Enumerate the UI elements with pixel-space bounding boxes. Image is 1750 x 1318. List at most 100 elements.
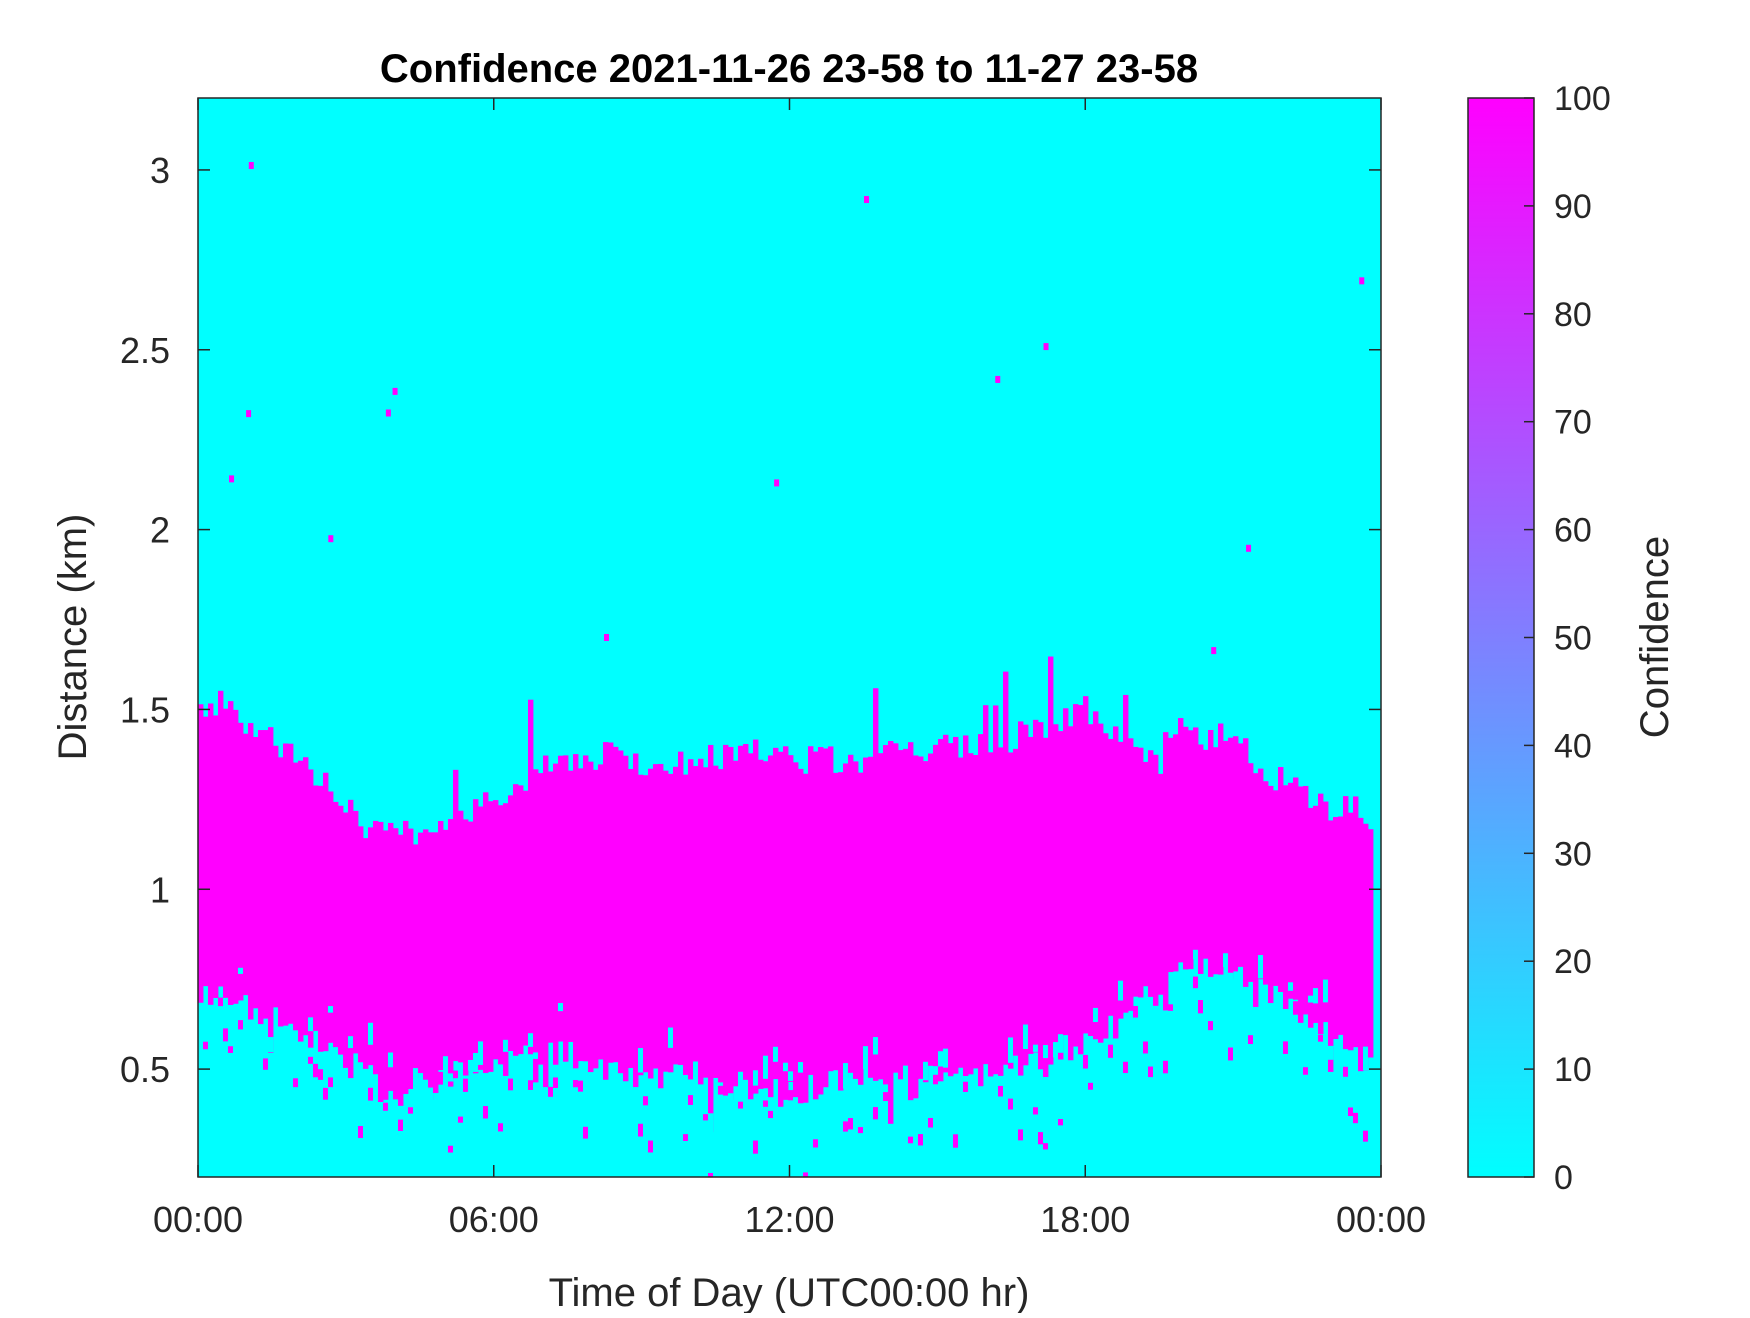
heatmap-gap <box>428 1087 434 1114</box>
heatmap-column <box>1188 730 1194 970</box>
heatmap-speckle <box>738 1101 743 1109</box>
heatmap-column <box>903 748 909 1082</box>
heatmap-speckle <box>573 1079 578 1088</box>
heatmap-speckle <box>229 475 235 483</box>
heatmap-column <box>1093 711 1099 1040</box>
heatmap-speckle <box>223 1028 228 1042</box>
heatmap-speckle <box>1283 1041 1288 1054</box>
plot-area <box>197 97 1382 1178</box>
heatmap-speckle <box>753 1140 758 1154</box>
heatmap-column <box>1323 801 1329 1023</box>
heatmap-column <box>273 745 279 1008</box>
heatmap-column <box>933 744 939 1067</box>
heatmap-speckle <box>858 1127 863 1134</box>
heatmap-gap <box>943 1048 949 1068</box>
heatmap-column <box>788 755 794 1082</box>
heatmap-column <box>698 758 704 1085</box>
colorbar-tick-label: 50 <box>1554 620 1592 658</box>
heatmap-column <box>203 716 209 987</box>
heatmap-column <box>508 795 514 1052</box>
heatmap-speckle <box>638 1123 643 1137</box>
heatmap-column <box>893 743 899 1073</box>
heatmap-gap <box>473 1052 479 1072</box>
heatmap-column <box>708 744 714 1133</box>
heatmap-column <box>1338 816 1344 1035</box>
heatmap-column <box>558 755 564 1042</box>
heatmap-column <box>978 734 984 1087</box>
heatmap-speckle <box>1133 1006 1138 1018</box>
heatmap-gap <box>938 1051 944 1067</box>
y-tick-label: 2 <box>150 510 170 551</box>
heatmap-column <box>1218 723 1224 975</box>
heatmap-column <box>348 799 354 1079</box>
heatmap-column <box>1063 708 1069 1036</box>
heatmap-column <box>1048 656 1054 1065</box>
colorbar-ticks: 0 10 20 30 40 50 60 70 80 90 100 <box>1524 80 1611 1197</box>
heatmap-column <box>898 750 904 1080</box>
y-tick-label: 2.5 <box>120 330 170 371</box>
heatmap-column <box>848 754 854 1073</box>
heatmap-column <box>443 829 449 1066</box>
heatmap-column <box>1008 752 1014 1069</box>
heatmap-speckle <box>392 387 398 395</box>
heatmap-gap <box>308 1017 314 1032</box>
heatmap-column <box>643 775 649 1073</box>
heatmap-speckle <box>553 1077 558 1088</box>
heatmap-column <box>938 739 944 1082</box>
heatmap-column <box>1078 705 1084 1055</box>
heatmap-gap <box>1193 949 1199 960</box>
heatmap-gap <box>693 1061 699 1080</box>
colorbar-tick-label: 20 <box>1554 943 1592 981</box>
heatmap-column <box>1268 785 1274 1004</box>
heatmap-column <box>868 756 874 1078</box>
heatmap-speckle <box>1359 277 1365 285</box>
heatmap-speckle <box>218 997 223 1007</box>
heatmap-gap <box>478 1041 484 1065</box>
heatmap-speckle <box>1318 1034 1323 1042</box>
heatmap-gap <box>328 1006 334 1013</box>
heatmap-gap <box>1363 1046 1369 1071</box>
heatmap-column <box>783 746 789 1100</box>
heatmap-column <box>483 792 489 1074</box>
heatmap-gap <box>1263 984 1269 1010</box>
heatmap-column <box>1243 738 1249 987</box>
heatmap-speckle <box>1293 1001 1298 1015</box>
heatmap-column <box>1258 768 1264 980</box>
heatmap-gap <box>1328 1045 1334 1060</box>
x-tick-label: 18:00 <box>1040 1199 1130 1240</box>
heatmap-column <box>1248 763 1254 982</box>
heatmap-gap <box>798 1062 804 1073</box>
heatmap-gap <box>1238 966 1244 976</box>
heatmap-column <box>1273 790 1279 986</box>
heatmap-column <box>778 751 784 1107</box>
heatmap-column <box>228 701 234 1005</box>
x-tick-label: 00:00 <box>1336 1199 1426 1240</box>
y-tick-label: 1.5 <box>120 689 170 730</box>
heatmap-column <box>563 755 569 1062</box>
heatmap-gap <box>773 1046 779 1062</box>
heatmap-gap <box>638 1048 644 1073</box>
heatmap-column <box>1278 767 1284 993</box>
heatmap-speckle <box>1211 647 1217 655</box>
heatmap-gap <box>1313 988 1319 1004</box>
heatmap-column <box>608 742 614 1063</box>
heatmap-column <box>298 760 304 1042</box>
x-tick-label: 00:00 <box>153 1199 243 1240</box>
heatmap-gap <box>1043 1045 1049 1059</box>
heatmap-column <box>318 785 324 1052</box>
heatmap-column <box>1333 817 1339 1039</box>
heatmap-column <box>1298 786 1304 1023</box>
heatmap-speckle <box>1008 1098 1013 1110</box>
heatmap-column <box>1088 724 1094 1037</box>
heatmap-column <box>428 832 434 1100</box>
heatmap-speckle <box>688 1095 693 1105</box>
heatmap-column <box>493 800 499 1060</box>
heatmap-speckle <box>458 1116 463 1123</box>
heatmap-column <box>918 756 924 1079</box>
heatmap-gap <box>468 1059 474 1071</box>
heatmap-speckle <box>1038 1132 1043 1145</box>
heatmap-column <box>268 727 274 1053</box>
heatmap-gap <box>923 1061 929 1081</box>
heatmap-column <box>1353 796 1359 1048</box>
